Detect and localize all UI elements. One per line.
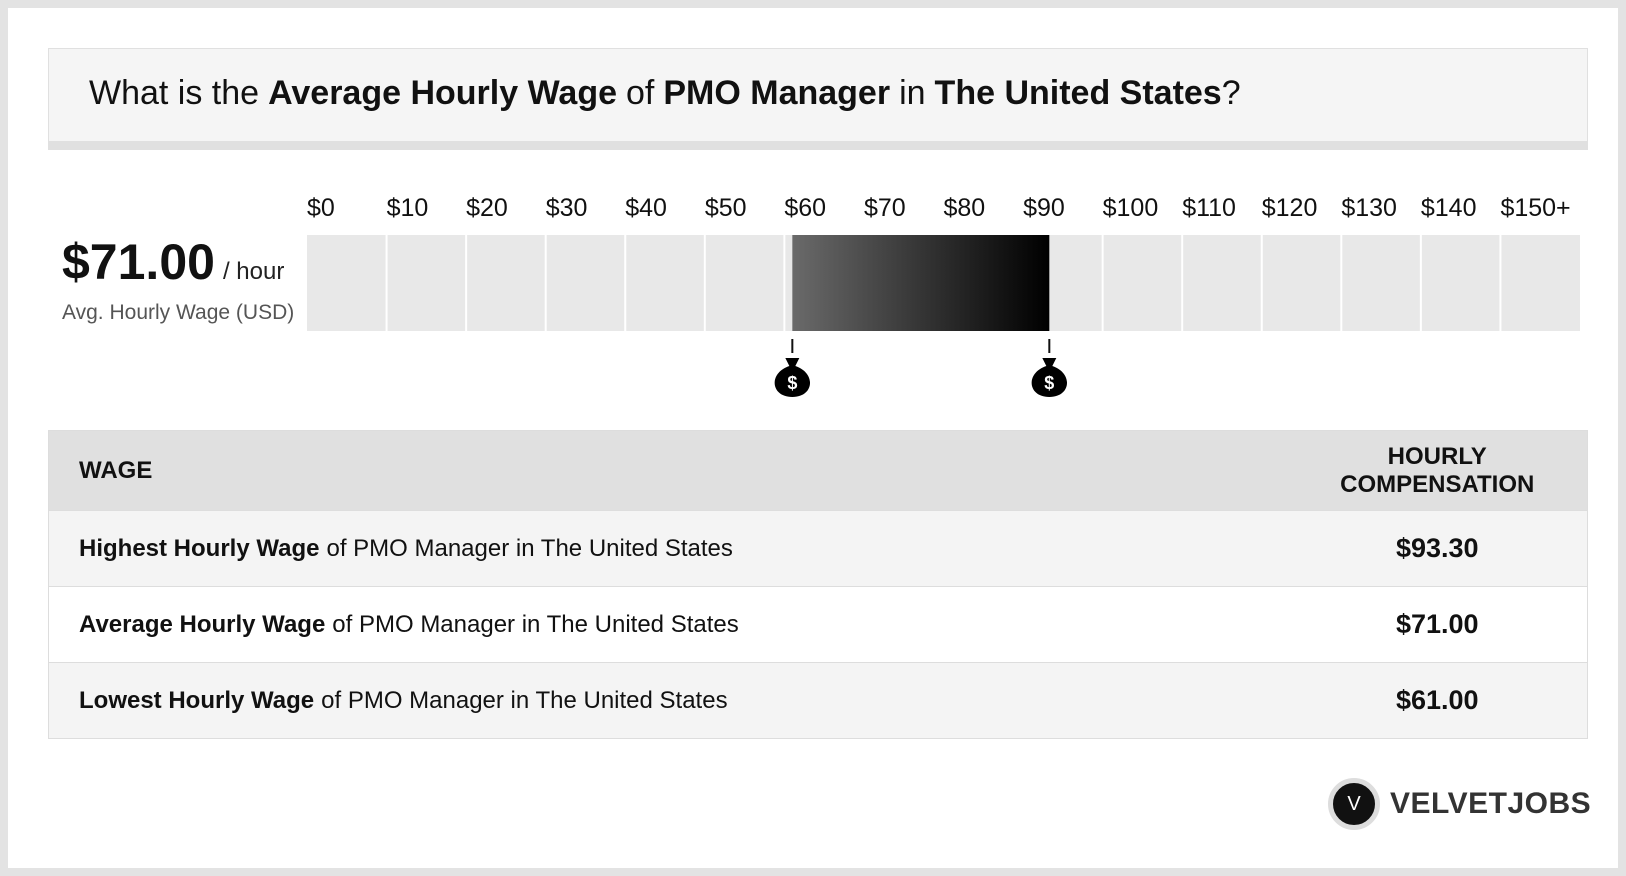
x-tick-label: $80 [944,194,986,222]
table-row: Highest Hourly Wage of PMO Manager in The… [48,510,1588,587]
header-cell: HOURLY COMPENSATION [1287,430,1588,511]
row-value: $93.30 [1287,510,1588,587]
summary-value: $71.00 [62,234,215,290]
x-tick-label: $40 [625,194,667,222]
row-text: of PMO Manager in The United States [332,610,739,638]
wage-table: WAGE HOURLY COMPENSATION Highest Hourly W… [48,430,1588,739]
x-tick-label: $10 [387,194,429,222]
logo-mark: V [1328,778,1380,830]
row-value: $71.00 [1287,586,1588,663]
title-text: of [626,74,655,112]
card: What is the Average Hourly Wage of PMO Mana… [8,8,1618,868]
money-bag-icon [1031,358,1067,397]
table-row: Lowest Hourly Wage of PMO Manager in The … [48,662,1588,739]
x-tick-label: $140 [1421,194,1477,222]
x-tick-label: $70 [864,194,906,222]
row-bold: Highest Hourly Wage [79,534,320,562]
row-label: Highest Hourly Wage of PMO Manager in The… [48,510,1288,587]
x-tick-label: $100 [1103,194,1159,222]
x-tick-label: $0 [307,194,335,222]
money-bag-icon [774,358,811,397]
x-tick-label: $90 [1023,194,1065,222]
table-row: Average Hourly Wage of PMO Manager in The… [48,586,1588,663]
logo: V VELVETJOBS [1328,778,1591,830]
money-bag-symbol: $ [1044,373,1054,393]
x-tick-label: $110 [1182,194,1236,222]
row-text: of PMO Manager in The United States [321,686,728,714]
x-tick-label: $50 [705,194,747,222]
title-text: What is the [89,74,260,112]
title-bold: PMO Manager [663,74,891,112]
row-label: Lowest Hourly Wage of PMO Manager in The … [48,662,1288,739]
x-tick-label: $60 [784,194,826,222]
table-header: WAGE HOURLY COMPENSATION [48,430,1588,511]
x-tick-label: $120 [1262,194,1318,222]
title: What is the Average Hourly Wage of PMO Mana… [48,48,1588,150]
x-tick-label: $20 [466,194,508,222]
range-chart: $0 $10 $20 $30 $40 $50 $60 $70 $80 $90 $100 $110 $12… [307,194,1580,397]
x-tick-label: $150+ [1500,194,1570,222]
row-bold: Lowest Hourly Wage [79,686,315,714]
title-bold: The United States [934,74,1222,112]
title-text: ? [1221,74,1241,112]
header-cell: WAGE [48,430,1288,511]
title-text: in [899,74,926,112]
summary-caption: Avg. Hourly Wage (USD) [62,301,295,324]
row-text: of PMO Manager in The United States [326,534,733,562]
x-tick-label: $130 [1341,194,1397,222]
row-value: $61.00 [1287,662,1588,739]
title-bold: Average Hourly Wage [268,74,617,112]
row-label: Average Hourly Wage of PMO Manager in The… [48,586,1288,663]
summary-unit: / hour [222,258,285,285]
summary: $71.00 / hour Avg. Hourly Wage (USD) [62,233,294,325]
row-bold: Average Hourly Wage [79,610,326,638]
logo-text: VELVETJOBS [1390,787,1592,820]
x-tick-label: $30 [546,194,588,222]
money-bag-symbol: $ [787,373,797,393]
range-bar [792,235,1050,331]
